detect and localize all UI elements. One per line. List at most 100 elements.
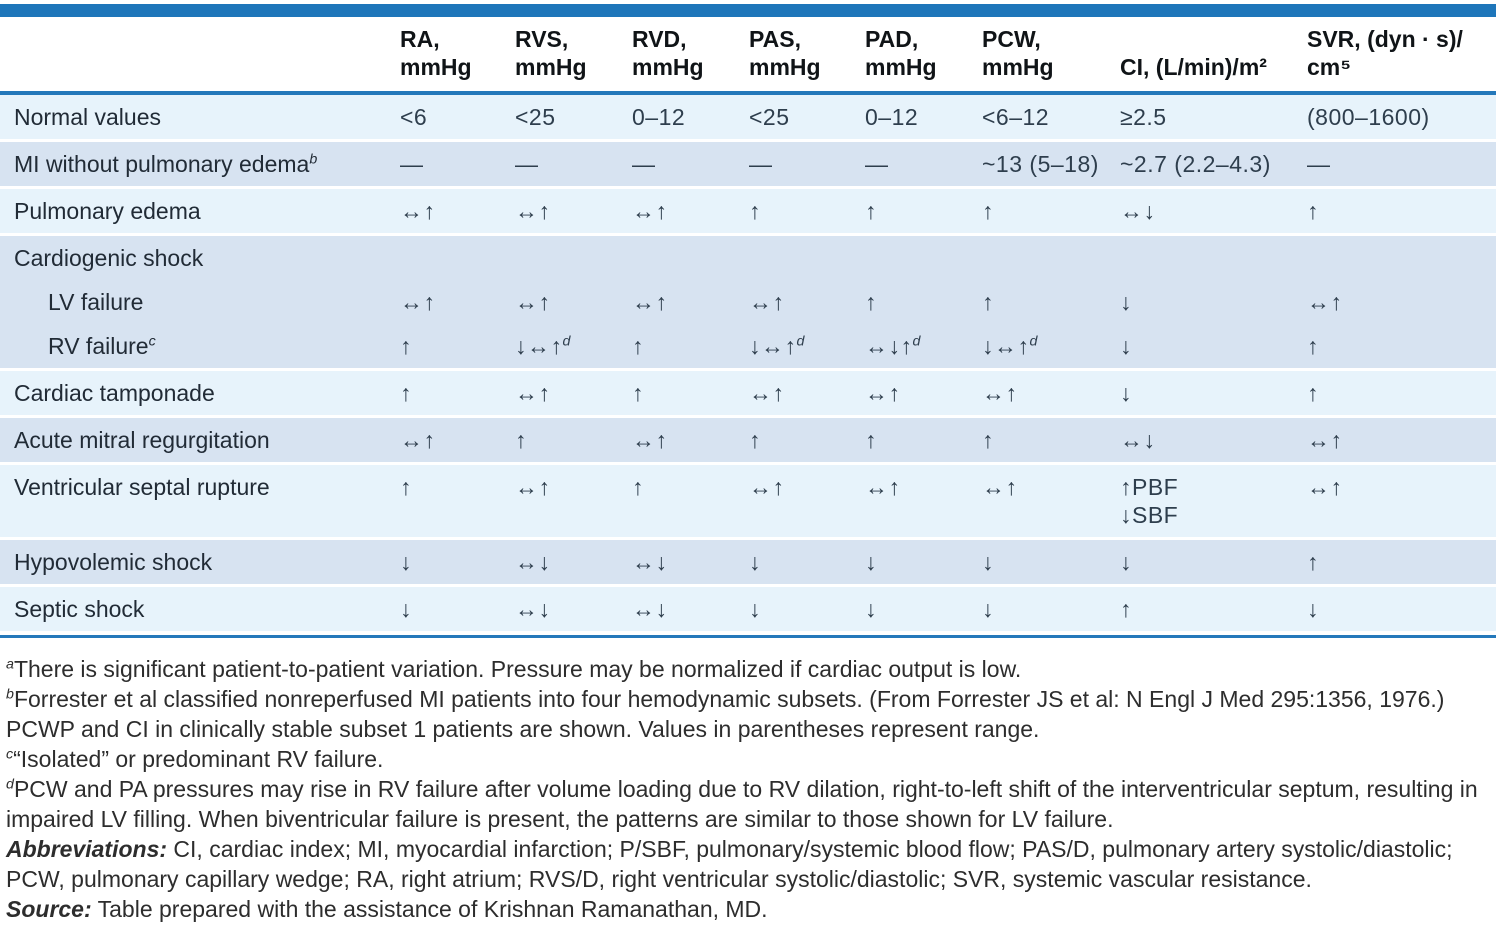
table-cell: ↑: [400, 368, 515, 417]
table-cell: ↔↑: [515, 186, 632, 235]
table-cell: ~13 (5–18): [982, 139, 1120, 188]
table-cell: 0–12: [632, 91, 749, 141]
column-header-condition: [0, 17, 400, 95]
table-cell: ↔↑: [400, 280, 515, 324]
table-cell: ↔↑: [1307, 462, 1496, 539]
table-cell: <25: [749, 91, 865, 141]
table-cell: ↔↓↑d: [865, 324, 982, 370]
table-cell: ↑: [400, 324, 515, 370]
table-cell: ↓: [749, 537, 865, 586]
table-cell: ↓: [865, 584, 982, 631]
table-row: Pulmonary edema ↔↑ ↔↑ ↔↑ ↑ ↑ ↑ ↔↓ ↑: [0, 186, 1496, 235]
footnote-b-text: Forrester et al classified nonreperfused…: [6, 686, 1445, 742]
table-cell: ↑: [400, 462, 515, 539]
table-cell: ↑: [515, 415, 632, 464]
table-cell: ↑: [1307, 368, 1496, 417]
table-cell: ↔↓: [1120, 186, 1307, 235]
table-cell: ↑: [1307, 186, 1496, 235]
table-cell: ↔↑: [1307, 280, 1496, 324]
table-cell: [865, 233, 982, 280]
table-cell: ↑: [1307, 537, 1496, 586]
table-cell: ↑: [632, 368, 749, 417]
footnote-c-marker: c: [6, 746, 14, 763]
table-cell: ↓: [749, 584, 865, 631]
table-cell: ↔↑: [515, 368, 632, 417]
table-cell: —: [749, 139, 865, 188]
table-cell: ↔↑: [400, 415, 515, 464]
column-header-rvs: RVS, mmHg: [515, 17, 632, 95]
table-cell: —: [515, 139, 632, 188]
table-row: Hypovolemic shock ↓ ↔↓ ↔↓ ↓ ↓ ↓ ↓ ↑: [0, 537, 1496, 586]
table-row: LV failure ↔↑ ↔↑ ↔↑ ↔↑ ↑ ↑ ↓ ↔↑: [0, 280, 1496, 324]
row-label: Cardiogenic shock: [0, 233, 400, 280]
footnote-c-text: “Isolated” or predominant RV failure.: [13, 746, 384, 772]
table-cell: ↓: [1120, 324, 1307, 370]
table-cell: ↓↔↑d: [749, 324, 865, 370]
table-cell: ↓: [982, 537, 1120, 586]
table-cell: [1307, 233, 1496, 280]
row-label: Hypovolemic shock: [0, 537, 400, 586]
table-cell: ↑: [749, 415, 865, 464]
table-cell: ≥2.5: [1120, 91, 1307, 141]
table-cell: ↔↑: [632, 186, 749, 235]
table-row: MI without pulmonary edemab — — — — — ~13 (5–1…: [0, 139, 1496, 188]
row-label: Cardiac tamponade: [0, 368, 400, 417]
footnote-a: aThere is significant patient-to-patient…: [6, 654, 1488, 684]
column-header-pad: PAD, mmHg: [865, 17, 982, 95]
table-cell: ↑: [865, 280, 982, 324]
row-label: Pulmonary edema: [0, 186, 400, 235]
table-cell: ↔↑: [982, 462, 1120, 539]
table-row: Septic shock ↓ ↔↓ ↔↓ ↓ ↓ ↓ ↑ ↓: [0, 584, 1496, 631]
table-cell: [632, 233, 749, 280]
table-cell: ↔↓: [632, 584, 749, 631]
table-cell: [400, 233, 515, 280]
table-cell: ↑PBF ↓SBF: [1120, 462, 1307, 539]
table-cell: <6–12: [982, 91, 1120, 141]
table-cell: ↓↔↑d: [982, 324, 1120, 370]
table-header: RA, mmHg RVS, mmHg RVD, mmHg PAS, mmHg PAD, mmHg P…: [0, 17, 1496, 95]
table-bottom-rule: [0, 635, 1496, 638]
table-cell: ↓: [1120, 280, 1307, 324]
footnote-d: dPCW and PA pressures may rise in RV fai…: [6, 774, 1488, 834]
table-header-row: RA, mmHg RVS, mmHg RVD, mmHg PAS, mmHg PAD, mmHg P…: [0, 17, 1496, 95]
table-cell: (800–1600): [1307, 91, 1496, 141]
table-cell: ↑: [982, 415, 1120, 464]
table-cell: ↔↓: [632, 537, 749, 586]
column-header-rvd: RVD, mmHg: [632, 17, 749, 95]
table-cell: —: [865, 139, 982, 188]
table-cell: ↔↑: [982, 368, 1120, 417]
table-row: Acute mitral regurgitation ↔↑ ↑ ↔↑ ↑ ↑ ↑ ↔↓ ↔↑: [0, 415, 1496, 464]
row-label: Acute mitral regurgitation: [0, 415, 400, 464]
row-label: MI without pulmonary edemab: [0, 139, 400, 188]
table-cell: ↔↓: [1120, 415, 1307, 464]
table-cell: [749, 233, 865, 280]
column-header-ra: RA, mmHg: [400, 17, 515, 95]
table-cell: ↓: [1120, 368, 1307, 417]
table-cell: ~2.7 (2.2–4.3): [1120, 139, 1307, 188]
table-cell: ↔↑: [749, 368, 865, 417]
table-cell: ↓: [865, 537, 982, 586]
row-label: Ventricular septal rupture: [0, 462, 400, 539]
footnotes: aThere is significant patient-to-patient…: [0, 638, 1496, 928]
table-cell: ↔↓: [515, 584, 632, 631]
table-cell: [982, 233, 1120, 280]
table-cell: ↑: [865, 186, 982, 235]
table-cell: —: [632, 139, 749, 188]
table-cell: ↔↑: [515, 462, 632, 539]
table-cell: ↑: [632, 324, 749, 370]
column-header-pas: PAS, mmHg: [749, 17, 865, 95]
table-cell: ↓: [982, 584, 1120, 631]
table-cell: ↔↑: [400, 186, 515, 235]
table-cell: ↔↑: [1307, 415, 1496, 464]
table-cell: ↔↑: [632, 415, 749, 464]
table-cell: ↑: [865, 415, 982, 464]
table-cell: ↔↑: [749, 280, 865, 324]
table-cell: ↔↑: [865, 462, 982, 539]
column-header-pcw: PCW, mmHg: [982, 17, 1120, 95]
table-cell: ↓↔↑d: [515, 324, 632, 370]
footnote-b-marker: b: [6, 686, 14, 703]
table-cell: ↓: [1307, 584, 1496, 631]
table-cell: ↔↑: [749, 462, 865, 539]
table-section-row: Cardiogenic shock: [0, 233, 1496, 280]
top-accent-bar: [0, 4, 1496, 17]
